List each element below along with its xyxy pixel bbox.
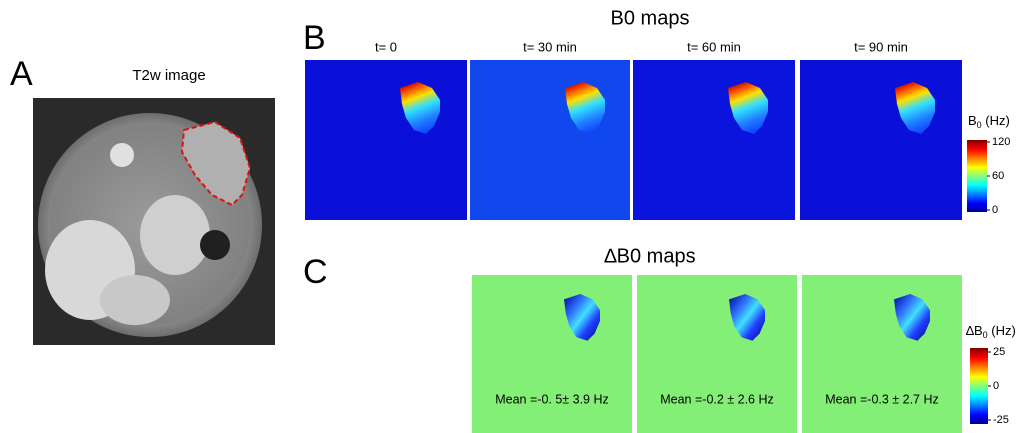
t2w-image [33, 98, 275, 345]
colorbar-tick-label: 0 [993, 380, 999, 392]
colorbar-tick-label: 60 [992, 170, 1004, 182]
b0-map [633, 60, 795, 220]
b0-map [305, 60, 467, 220]
panel-letter: B [303, 19, 326, 57]
panel-title: ∆B0 maps [604, 245, 695, 267]
mean-label: Mean =-0.3 ± 2.7 Hz [825, 392, 939, 406]
time-label: t= 30 min [523, 39, 577, 54]
panel-title: B0 maps [611, 7, 690, 29]
time-label: t= 60 min [687, 39, 741, 54]
colorbar-tick-label: -25 [993, 414, 1009, 426]
colorbar-tick-label: 0 [992, 204, 998, 216]
panel-title: T2w image [132, 67, 205, 84]
b0-map [470, 60, 630, 220]
colorbar-tick-label: 120 [992, 136, 1010, 148]
colorbar [970, 348, 988, 424]
figure: A T2w image B B0 maps t= 0 t= 30 min t= 60… [0, 0, 1030, 433]
time-label: t= 90 min [854, 39, 908, 54]
delta-b0-map [472, 275, 632, 433]
delta-b0-map [637, 275, 797, 433]
colorbar-tick-label: 25 [993, 346, 1005, 358]
b0-map [800, 60, 962, 220]
colorbar [967, 140, 987, 212]
mean-label: Mean =-0.2 ± 2.6 Hz [660, 392, 774, 406]
colorbar-label: B0 (Hz) [968, 113, 1010, 130]
time-label: t= 0 [375, 39, 397, 54]
colorbar-label: ∆B0 (Hz) [966, 323, 1016, 340]
panel-letter: C [303, 253, 328, 291]
panel-letter: A [10, 55, 33, 93]
delta-b0-map [802, 275, 962, 433]
mean-label: Mean =-0. 5± 3.9 Hz [495, 392, 609, 406]
